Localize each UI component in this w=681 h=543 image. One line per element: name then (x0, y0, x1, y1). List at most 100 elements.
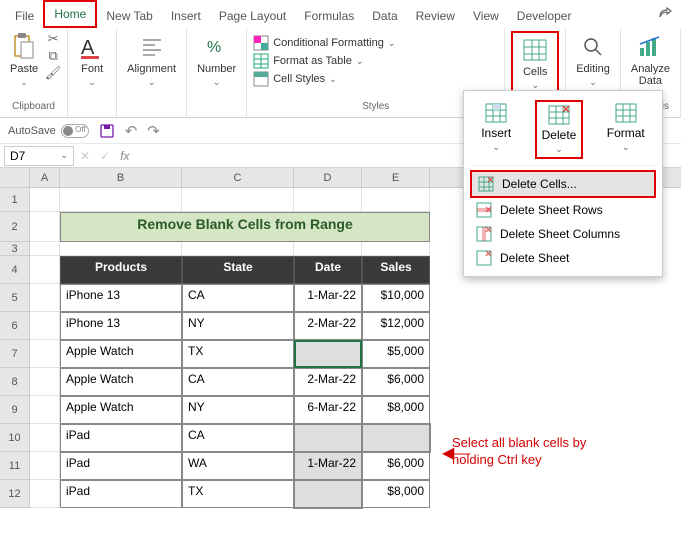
data-cell[interactable]: 6-Mar-22 (294, 396, 362, 424)
cell[interactable] (30, 212, 60, 242)
delete-cells-button[interactable]: Delete ⌄ (535, 100, 584, 159)
tab-pagelayout[interactable]: Page Layout (210, 4, 295, 28)
cell[interactable] (294, 188, 362, 212)
col-header[interactable]: C (182, 168, 294, 187)
cell[interactable] (60, 188, 182, 212)
cell[interactable] (30, 242, 60, 256)
cell[interactable] (182, 188, 294, 212)
cancel-icon[interactable]: ✕ (80, 149, 90, 163)
tab-file[interactable]: File (6, 4, 43, 28)
data-cell[interactable]: $12,000 (362, 312, 430, 340)
data-cell[interactable]: NY (182, 396, 294, 424)
cell[interactable] (182, 242, 294, 256)
paste-button[interactable]: Paste ⌄ (6, 31, 42, 90)
tab-view[interactable]: View (464, 4, 508, 28)
share-icon[interactable] (657, 6, 673, 22)
data-cell[interactable]: iPad (60, 480, 182, 508)
name-box[interactable]: D7 ⌄ (4, 146, 74, 166)
title-cell[interactable]: Remove Blank Cells from Range (60, 212, 430, 242)
autosave-toggle[interactable]: AutoSave Off (8, 124, 89, 138)
tab-developer[interactable]: Developer (508, 4, 581, 28)
tab-newtab[interactable]: New Tab (97, 4, 161, 28)
conditional-formatting-button[interactable]: Conditional Formatting ⌄ (253, 35, 498, 51)
data-cell[interactable]: iPad (60, 424, 182, 452)
format-as-table-button[interactable]: Format as Table ⌄ (253, 53, 498, 69)
cell[interactable] (30, 424, 60, 452)
row-header[interactable]: 11 (0, 452, 30, 480)
data-cell[interactable]: NY (182, 312, 294, 340)
row-header[interactable]: 6 (0, 312, 30, 340)
col-header[interactable]: D (294, 168, 362, 187)
data-cell[interactable]: CA (182, 424, 294, 452)
data-cell[interactable]: 1-Mar-22 (294, 452, 362, 480)
data-cell[interactable]: CA (182, 284, 294, 312)
col-header[interactable]: E (362, 168, 430, 187)
alignment-button[interactable]: Alignment ⌄ (123, 31, 180, 90)
row-header[interactable]: 5 (0, 284, 30, 312)
data-cell[interactable]: $8,000 (362, 480, 430, 508)
data-cell[interactable] (294, 340, 362, 368)
cell[interactable] (362, 242, 430, 256)
number-button[interactable]: % Number ⌄ (193, 31, 240, 90)
tab-review[interactable]: Review (407, 4, 464, 28)
row-header[interactable]: 7 (0, 340, 30, 368)
table-header[interactable]: Sales (362, 256, 430, 284)
menu-delete-columns[interactable]: Delete Sheet Columns (470, 222, 656, 246)
col-header[interactable]: A (30, 168, 60, 187)
data-cell[interactable] (294, 424, 362, 452)
fx-icon[interactable]: fx (120, 149, 129, 163)
cell[interactable] (30, 396, 60, 424)
enter-icon[interactable]: ✓ (100, 149, 110, 163)
data-cell[interactable]: $6,000 (362, 368, 430, 396)
cell[interactable] (30, 188, 60, 212)
analyze-data-button[interactable]: AnalyzeData (627, 31, 674, 89)
data-cell[interactable]: iPhone 13 (60, 312, 182, 340)
col-header[interactable]: B (60, 168, 182, 187)
menu-delete-rows[interactable]: Delete Sheet Rows (470, 198, 656, 222)
data-cell[interactable]: TX (182, 480, 294, 508)
cell[interactable] (30, 452, 60, 480)
table-header[interactable]: Date (294, 256, 362, 284)
redo-icon[interactable]: ↷ (147, 122, 160, 140)
undo-icon[interactable]: ↶ (125, 122, 138, 140)
row-header[interactable]: 8 (0, 368, 30, 396)
data-cell[interactable]: WA (182, 452, 294, 480)
cells-button[interactable]: Cells ⌄ (511, 31, 559, 96)
cell[interactable] (30, 368, 60, 396)
cell[interactable] (60, 242, 182, 256)
font-button[interactable]: A Font ⌄ (74, 31, 110, 90)
table-header[interactable]: State (182, 256, 294, 284)
data-cell[interactable]: Apple Watch (60, 340, 182, 368)
row-header[interactable]: 3 (0, 242, 30, 256)
row-header[interactable]: 9 (0, 396, 30, 424)
editing-button[interactable]: Editing ⌄ (572, 31, 614, 90)
data-cell[interactable] (294, 480, 362, 508)
cell[interactable] (30, 284, 60, 312)
menu-delete-sheet[interactable]: Delete Sheet (470, 246, 656, 270)
row-header[interactable]: 1 (0, 188, 30, 212)
format-painter-icon[interactable]: 🖌 (45, 65, 61, 81)
data-cell[interactable]: iPhone 13 (60, 284, 182, 312)
data-cell[interactable]: TX (182, 340, 294, 368)
tab-formulas[interactable]: Formulas (295, 4, 363, 28)
row-header[interactable]: 12 (0, 480, 30, 508)
row-header[interactable]: 4 (0, 256, 30, 284)
data-cell[interactable]: $8,000 (362, 396, 430, 424)
data-cell[interactable]: 2-Mar-22 (294, 312, 362, 340)
data-cell[interactable]: CA (182, 368, 294, 396)
copy-icon[interactable]: ⧉ (45, 48, 61, 64)
menu-delete-cells[interactable]: Delete Cells... (470, 170, 656, 198)
cut-icon[interactable]: ✂ (45, 31, 61, 47)
tab-data[interactable]: Data (363, 4, 406, 28)
cell-styles-button[interactable]: Cell Styles ⌄ (253, 71, 498, 87)
save-icon[interactable] (99, 123, 115, 139)
cell[interactable] (294, 242, 362, 256)
tab-home[interactable]: Home (43, 0, 97, 28)
format-cells-button[interactable]: Format ⌄ (602, 100, 650, 159)
data-cell[interactable] (362, 424, 430, 452)
table-header[interactable]: Products (60, 256, 182, 284)
tab-insert[interactable]: Insert (162, 4, 210, 28)
select-all-corner[interactable] (0, 168, 30, 187)
data-cell[interactable]: 2-Mar-22 (294, 368, 362, 396)
cell[interactable] (30, 312, 60, 340)
